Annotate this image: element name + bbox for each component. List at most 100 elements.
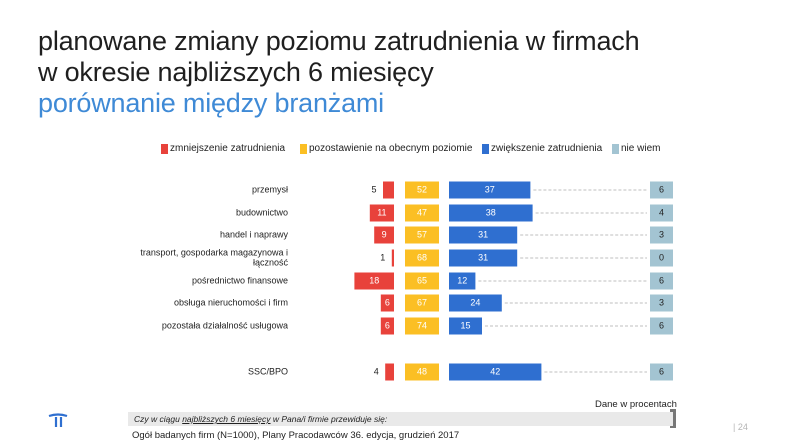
value-label-keep: 57 <box>417 229 427 239</box>
title-line-1: planowane zmiany poziomu zatrudnienia w … <box>38 26 640 56</box>
value-label-keep: 65 <box>417 275 427 285</box>
category-label: transport, gospodarka magazynowa i <box>140 247 288 257</box>
bar-dontknow <box>650 294 673 312</box>
bar-decrease <box>391 249 394 267</box>
company-logo-icon <box>48 413 68 427</box>
value-label-dontknow: 6 <box>659 184 664 194</box>
bar-dontknow <box>650 181 673 199</box>
legend-label-dontknow: nie wiem <box>621 143 661 154</box>
bar-increase <box>449 181 531 199</box>
value-label-keep: 48 <box>417 366 427 376</box>
bar-increase <box>449 249 518 267</box>
legend-item-increase: zwiększenie zatrudnienia <box>482 143 602 154</box>
bar-keep <box>405 226 439 244</box>
legend-swatch-increase <box>482 143 489 154</box>
value-label-decrease: 4 <box>374 366 379 376</box>
value-label-increase: 24 <box>470 297 480 307</box>
value-label-increase: 31 <box>478 229 488 239</box>
units-note: Dane w procentach <box>595 399 677 410</box>
question-bar-marker <box>670 409 676 428</box>
category-label: pośrednictwo finansowe <box>192 275 288 285</box>
value-label-dontknow: 3 <box>659 229 664 239</box>
page-number: | 24 <box>733 422 748 432</box>
value-label-decrease: 11 <box>377 207 386 217</box>
bar-keep <box>405 317 439 335</box>
data-source: Ogół badanych firm (N=1000), Plany Praco… <box>132 430 460 441</box>
bar-decrease <box>385 363 394 381</box>
bar-decrease <box>380 317 394 335</box>
bar-decrease <box>354 272 394 290</box>
bar-keep <box>405 363 439 381</box>
title-line-2: w okresie najbliższych 6 miesięcy <box>38 57 434 87</box>
bar-keep <box>405 204 439 222</box>
value-label-increase: 12 <box>457 275 467 285</box>
bar-keep <box>405 249 439 267</box>
bar-increase <box>449 294 502 312</box>
value-label-dontknow: 6 <box>659 366 664 376</box>
title-line-3: porównanie między branżami <box>38 88 384 118</box>
value-label-increase: 42 <box>490 366 500 376</box>
category-label: handel i naprawy <box>220 229 289 239</box>
category-label: SSC/BPO <box>248 366 288 376</box>
bar-dontknow <box>650 363 673 381</box>
category-label: łączność <box>253 257 289 267</box>
bar-increase <box>449 204 533 222</box>
bar-dontknow <box>650 204 673 222</box>
survey-question: Czy w ciągu najbliższych 6 miesięcy w Pa… <box>128 412 673 426</box>
question-underlined: najbliższych 6 miesięcy <box>182 414 271 424</box>
legend-swatch-decrease <box>161 143 168 154</box>
value-label-dontknow: 6 <box>659 275 664 285</box>
value-label-dontknow: 3 <box>659 297 664 307</box>
legend-item-decrease: zmniejszenie zatrudnienia <box>161 143 285 154</box>
question-suffix: w Pana/i firmie przewiduje się: <box>270 414 388 424</box>
bar-dontknow <box>650 249 673 267</box>
value-label-increase: 37 <box>485 184 495 194</box>
page-title: planowane zmiany poziomu zatrudnienia w … <box>38 26 640 119</box>
value-label-decrease: 1 <box>380 252 385 262</box>
bar-keep <box>405 181 439 199</box>
value-label-keep: 68 <box>417 252 427 262</box>
value-label-increase: 31 <box>478 252 488 262</box>
question-prefix: Czy w ciągu <box>134 414 183 424</box>
bar-decrease <box>369 204 394 222</box>
value-label-dontknow: 6 <box>659 320 664 330</box>
value-label-keep: 67 <box>417 297 427 307</box>
value-label-decrease: 6 <box>385 320 390 330</box>
bar-dontknow <box>650 272 673 290</box>
bar-increase <box>449 226 518 244</box>
legend-label-increase: zwiększenie zatrudnienia <box>491 143 603 154</box>
value-label-keep: 52 <box>417 184 427 194</box>
category-label: pozostała działalność usługowa <box>162 320 288 330</box>
bar-keep <box>405 294 439 312</box>
value-label-dontknow: 4 <box>659 207 664 217</box>
legend-item-dontknow: nie wiem <box>612 143 660 154</box>
bar-increase <box>449 363 542 381</box>
bar-increase <box>449 317 482 335</box>
bar-decrease <box>374 226 394 244</box>
value-label-decrease: 5 <box>371 184 376 194</box>
value-label-increase: 15 <box>460 320 470 330</box>
legend-label-keep: pozostawienie na obecnym poziomie <box>309 143 473 154</box>
category-label: przemysł <box>252 184 288 194</box>
legend-label-decrease: zmniejszenie zatrudnienia <box>170 143 286 154</box>
value-label-decrease: 6 <box>385 297 390 307</box>
value-label-decrease: 9 <box>382 229 387 239</box>
bar-keep <box>405 272 439 290</box>
value-label-keep: 47 <box>417 207 427 217</box>
legend-item-keep: pozostawienie na obecnym poziomie <box>300 143 472 154</box>
legend-swatch-keep <box>300 143 307 154</box>
bar-increase <box>449 272 476 290</box>
bar-dontknow <box>650 226 673 244</box>
legend-swatch-dontknow <box>612 143 619 154</box>
bar-decrease <box>383 181 394 199</box>
chart-legend: zmniejszenie zatrudnienia pozostawienie … <box>0 143 800 159</box>
category-label: budownictwo <box>236 207 288 217</box>
bar-decrease <box>380 294 394 312</box>
bar-dontknow <box>650 317 673 335</box>
value-label-keep: 74 <box>417 320 427 330</box>
value-label-increase: 38 <box>486 207 496 217</box>
value-label-decrease: 18 <box>369 275 379 285</box>
value-label-dontknow: 0 <box>659 252 664 262</box>
category-label: obsługa nieruchomości i firm <box>174 297 288 307</box>
